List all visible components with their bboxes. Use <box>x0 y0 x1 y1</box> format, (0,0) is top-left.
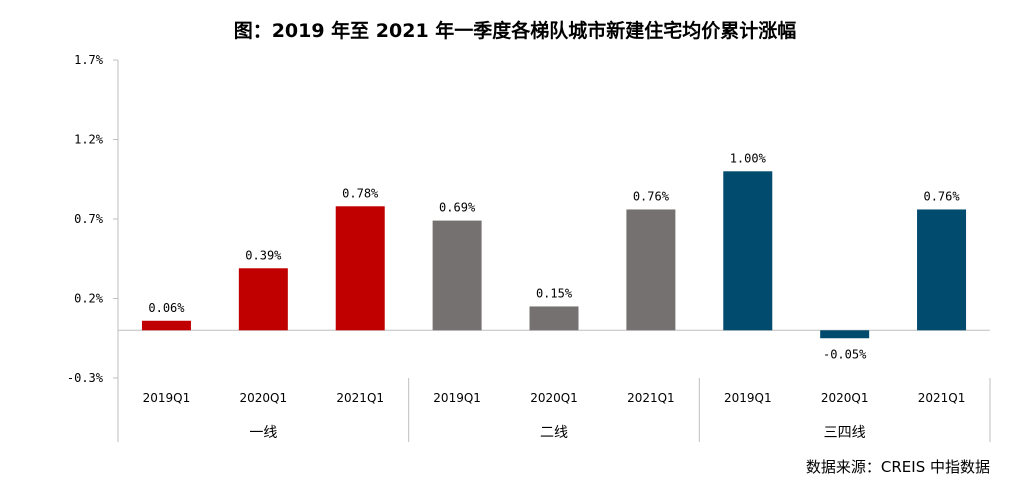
category-label: 2019Q1 <box>143 391 191 405</box>
category-label: 2019Q1 <box>724 391 772 405</box>
bar <box>917 209 967 331</box>
category-label: 2020Q1 <box>821 391 869 405</box>
bar <box>626 209 676 331</box>
data-label: 0.39% <box>245 248 282 262</box>
data-label: -0.05% <box>823 347 867 361</box>
y-tick-label: 0.2% <box>74 292 104 306</box>
bar <box>335 206 385 331</box>
group-label: 三四线 <box>824 425 866 441</box>
group-label: 二线 <box>540 425 568 441</box>
category-label: 2021Q1 <box>627 391 675 405</box>
source-note: 数据来源：CREIS 中指数据 <box>806 458 990 476</box>
category-label: 2021Q1 <box>918 391 966 405</box>
bar <box>238 268 288 331</box>
y-tick-label: -0.3% <box>67 371 104 385</box>
y-tick-label: 1.2% <box>74 133 104 147</box>
category-label: 2021Q1 <box>336 391 384 405</box>
data-label: 0.69% <box>439 201 476 215</box>
category-label: 2019Q1 <box>433 391 481 405</box>
bar <box>432 220 482 331</box>
category-label: 2020Q1 <box>240 391 288 405</box>
data-label: 0.78% <box>342 186 379 200</box>
data-label: 0.15% <box>536 286 573 300</box>
bar <box>723 171 773 331</box>
category-label: 2020Q1 <box>530 391 578 405</box>
bar <box>820 330 870 339</box>
data-label: 1.00% <box>730 151 767 165</box>
data-label: 0.76% <box>633 189 670 203</box>
group-label: 一线 <box>249 425 277 441</box>
data-label: 0.76% <box>923 189 960 203</box>
y-tick-label: 1.7% <box>74 53 104 67</box>
plot-area: -0.3% 0.2% 0.7% 1.2% 1.7% 0.06% 2019Q1 0.39% 202… <box>67 53 991 442</box>
y-tick-label: 0.7% <box>74 212 104 226</box>
data-label: 0.06% <box>148 301 185 315</box>
bar <box>529 306 579 331</box>
bar <box>141 320 191 331</box>
chart-title: 图：2019 年至 2021 年一季度各梯队城市新建住宅均价累计涨幅 <box>234 19 797 42</box>
